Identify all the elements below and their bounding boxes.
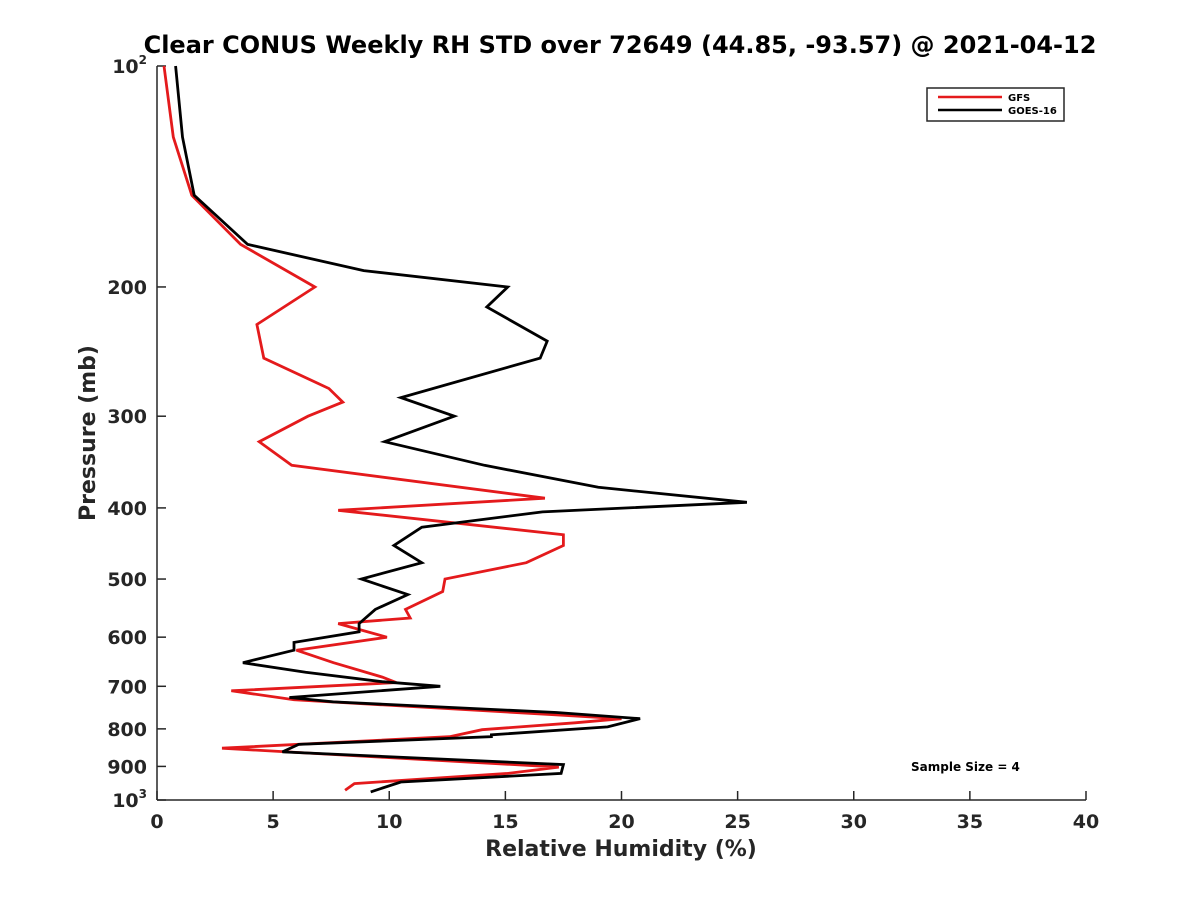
- x-axis-label: Relative Humidity (%): [485, 837, 757, 862]
- y-tick-label: 500: [107, 569, 147, 591]
- y-tick-base: 10: [112, 790, 138, 812]
- y-tick-label: 102: [112, 53, 147, 78]
- y-tick-label: 800: [107, 719, 147, 741]
- x-axis-ticks: 0 5 10 15 20 25 30 35 40: [150, 791, 1099, 833]
- y-tick-base: 10: [112, 56, 138, 78]
- y-axis-label: Pressure (mb): [76, 345, 101, 521]
- y-tick-label: 300: [107, 406, 147, 428]
- y-tick-label: 600: [107, 627, 147, 649]
- x-tick-label: 35: [957, 811, 983, 833]
- series-line-goes16: [174, 65, 748, 794]
- legend-box: [926, 87, 1065, 122]
- legend-label-goes16: GOES-16: [1008, 106, 1057, 117]
- x-tick-label: 5: [267, 811, 280, 833]
- chart-title: Clear CONUS Weekly RH STD over 72649 (44…: [144, 31, 1097, 59]
- legend-label-gfs: GFS: [1008, 93, 1030, 104]
- y-tick-label: 103: [112, 787, 147, 812]
- x-tick-label: 20: [608, 811, 634, 833]
- series-layer: [162, 65, 748, 794]
- y-tick-exponent: 3: [139, 787, 147, 801]
- x-tick-label: 15: [492, 811, 518, 833]
- y-tick-label: 900: [107, 756, 147, 778]
- y-tick-label: 200: [107, 277, 147, 299]
- x-tick-label: 25: [724, 811, 750, 833]
- sample-size-annotation: Sample Size = 4: [911, 760, 1020, 774]
- y-tick-label: 400: [107, 498, 147, 520]
- x-tick-label: 30: [841, 811, 867, 833]
- plot-area: 0 5 10 15 20 25 30 35 40 10220030040050060070080…: [107, 53, 1099, 833]
- y-tick-exponent: 2: [139, 53, 147, 67]
- y-tick-label: 700: [107, 676, 147, 698]
- series-line-gfs: [162, 65, 622, 792]
- x-tick-label: 10: [376, 811, 402, 833]
- legend: GFS GOES-16: [926, 87, 1065, 122]
- x-tick-label: 0: [150, 811, 163, 833]
- x-tick-label: 40: [1073, 811, 1099, 833]
